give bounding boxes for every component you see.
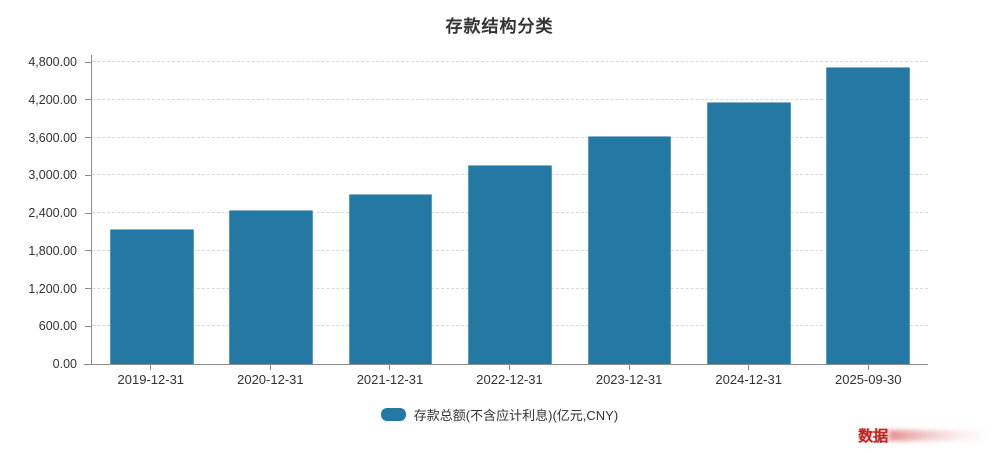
watermark-text: 数据 xyxy=(858,427,889,445)
y-axis-line xyxy=(91,55,92,364)
y-axis-tick-label: 4,200.00 xyxy=(28,92,77,107)
bar-2024-12-31[interactable] xyxy=(707,101,791,364)
y-axis-tick-label: 3,000.00 xyxy=(28,168,77,183)
y-axis-tick-label: 1,800.00 xyxy=(28,243,77,258)
legend-swatch xyxy=(380,407,406,421)
y-axis-tick xyxy=(85,212,91,214)
bar-2022-12-31[interactable] xyxy=(468,165,552,364)
y-axis-tick-label: 2,400.00 xyxy=(28,206,77,220)
legend-label: 存款总额(不含应计利息)(亿元,CNY) xyxy=(413,407,619,423)
x-axis-tick-label: 2025-09-30 xyxy=(835,372,902,387)
bar-series xyxy=(92,62,928,364)
bar-slot xyxy=(92,62,211,364)
x-axis-tick-label: 2022-12-31 xyxy=(476,372,543,387)
x-axis-tick-label: 2019-12-31 xyxy=(117,372,185,387)
y-axis-labels: 0.00 600.00 1,200.00 1,800.00 2,400.00 3,000.… xyxy=(0,55,84,371)
bar-slot xyxy=(689,62,808,364)
y-axis-tick xyxy=(85,250,91,252)
bar-slot xyxy=(570,62,689,364)
y-axis-tick-label: 1,200.00 xyxy=(28,281,77,296)
y-axis-tick xyxy=(85,137,91,138)
bar-slot xyxy=(211,62,330,364)
x-axis-tick-label: 2023-12-31 xyxy=(595,372,663,387)
bar-slot xyxy=(450,62,569,364)
x-axis-tick xyxy=(389,364,391,370)
y-axis-tick xyxy=(85,61,91,63)
x-axis-tick xyxy=(867,364,869,370)
chart-title: 存款结构分类 xyxy=(445,17,554,36)
y-axis-tick xyxy=(85,288,91,289)
x-axis-tick xyxy=(150,364,152,370)
bar-slot xyxy=(809,62,928,364)
bar-2020-12-31[interactable] xyxy=(229,210,313,364)
watermark: 数据 xyxy=(858,423,990,447)
y-axis-tick-label: 4,800.00 xyxy=(28,55,77,69)
y-axis-tick xyxy=(85,325,91,327)
y-gridline xyxy=(92,136,928,138)
y-axis-tick-label: 3,600.00 xyxy=(28,130,77,145)
x-axis-tick xyxy=(269,364,271,370)
bar-2021-12-31[interactable] xyxy=(348,193,433,364)
y-axis-tick xyxy=(85,363,91,365)
x-axis-tick-label: 2020-12-31 xyxy=(237,372,304,387)
y-axis-tick xyxy=(85,174,91,176)
legend[interactable]: 存款总额(不含应计利息)(亿元,CNY) xyxy=(0,402,999,426)
bar-2023-12-31[interactable] xyxy=(587,135,672,364)
x-axis-labels: 2019-12-31 2020-12-31 2021-12-31 2022-12-31… xyxy=(91,372,928,387)
x-axis-tick-label: 2021-12-31 xyxy=(356,372,424,387)
bar-2019-12-31[interactable] xyxy=(109,228,194,364)
y-axis-tick xyxy=(85,99,91,101)
x-axis-tick xyxy=(748,364,750,370)
y-gridline xyxy=(92,61,928,62)
y-axis-tick-label: 0.00 xyxy=(52,357,77,371)
bar-slot xyxy=(331,62,450,364)
x-axis-tick xyxy=(628,364,630,370)
x-axis-line xyxy=(84,364,928,365)
plot-area xyxy=(84,55,928,370)
bar-2025-09-30[interactable] xyxy=(826,67,911,364)
y-axis-tick-label: 600.00 xyxy=(38,319,77,334)
x-axis-tick-label: 2024-12-31 xyxy=(715,372,782,387)
y-gridline xyxy=(92,98,928,100)
watermark-blur-streak xyxy=(889,429,990,441)
x-axis-tick xyxy=(509,364,510,370)
